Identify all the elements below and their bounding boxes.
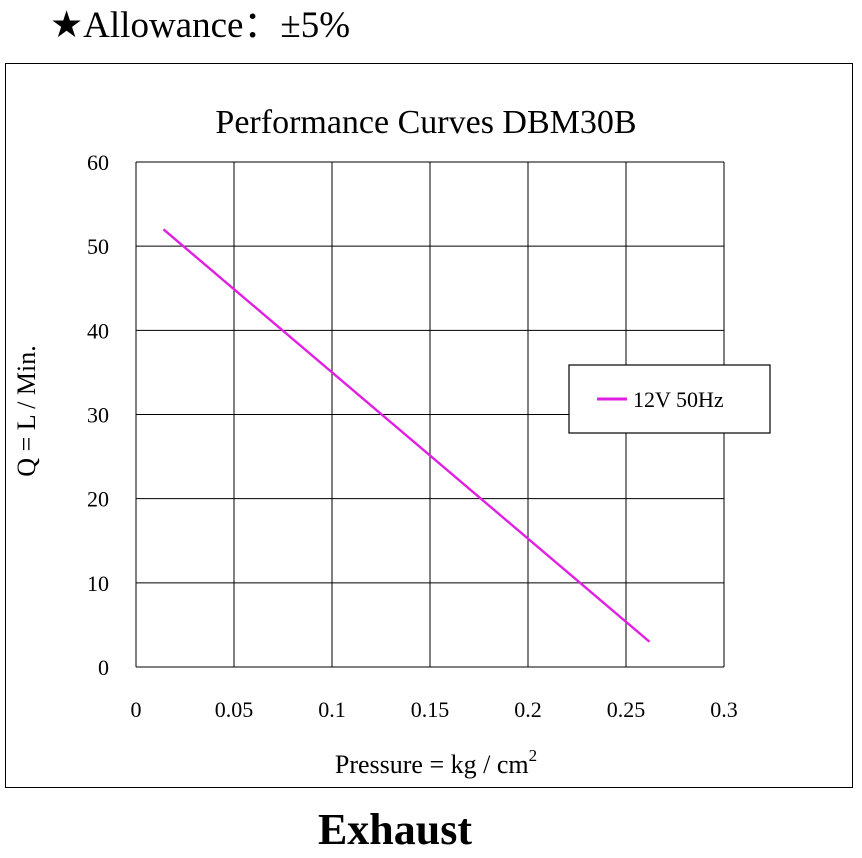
x-axis-label-superscript: 2 bbox=[529, 746, 538, 765]
x-tick-label: 0.15 bbox=[411, 697, 450, 722]
y-tick-label: 10 bbox=[87, 571, 109, 596]
x-axis-label-main: Pressure = kg / cm bbox=[335, 750, 529, 779]
y-tick-label: 50 bbox=[87, 234, 109, 259]
grid-lines bbox=[135, 161, 725, 668]
chart-frame bbox=[5, 63, 853, 788]
y-tick-label: 20 bbox=[87, 487, 109, 512]
x-tick-label: 0.1 bbox=[318, 697, 346, 722]
x-tick-label: 0.25 bbox=[607, 697, 646, 722]
y-tick-label: 30 bbox=[87, 403, 109, 428]
mode-label: Exhaust bbox=[317, 805, 473, 854]
legend-label-12v-50hz: 12V 50Hz bbox=[633, 387, 724, 412]
chart-title: Performance Curves DBM30B bbox=[215, 104, 636, 141]
y-tick-label: 0 bbox=[98, 655, 109, 680]
y-tick-label: 40 bbox=[87, 318, 109, 343]
series-lines bbox=[162, 228, 651, 643]
legend: 12V 50Hz bbox=[568, 364, 771, 434]
x-axis-label: Pressure = kg / cm2 bbox=[335, 746, 537, 779]
y-tick-label: 60 bbox=[87, 150, 109, 175]
series-line-12v-50hz bbox=[162, 228, 651, 643]
y-axis-label: Q = L / Min. bbox=[12, 345, 41, 476]
x-tick-label: 0 bbox=[131, 697, 142, 722]
x-tick-label: 0.2 bbox=[514, 697, 542, 722]
tick-labels: 0 0.05 0.1 0.15 0.2 0.25 0.3 0 10 20 30 40 50 60 bbox=[87, 150, 738, 722]
x-tick-label: 0.3 bbox=[710, 697, 738, 722]
allowance-note: ★Allowance：±5% bbox=[50, 5, 351, 46]
x-tick-label: 0.05 bbox=[215, 697, 254, 722]
